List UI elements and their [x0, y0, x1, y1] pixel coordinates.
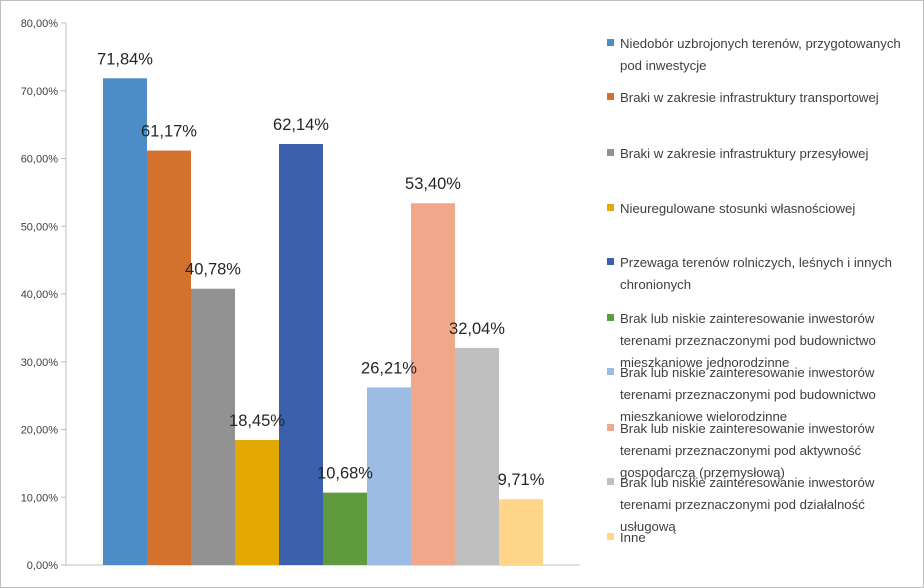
data-label-6: 10,68%	[317, 465, 373, 483]
legend-label: Braki w zakresie infrastruktury przesyło…	[620, 146, 869, 161]
legend-swatch	[607, 368, 614, 375]
legend-swatch	[607, 204, 614, 211]
legend-label: Braki w zakresie infrastruktury transpor…	[620, 90, 879, 105]
legend-label: Przewaga terenów rolniczych, leśnych i i…	[620, 255, 892, 292]
legend-swatch	[607, 93, 614, 100]
bar-7	[367, 387, 411, 565]
legend-label: Brak lub niskie zainteresowanie inwestor…	[620, 475, 875, 534]
data-label-9: 32,04%	[449, 320, 505, 338]
y-tick-label: 80,00%	[21, 18, 59, 30]
data-label-5: 62,14%	[273, 116, 329, 134]
legend-swatch	[607, 478, 614, 485]
data-label-4: 18,45%	[229, 412, 285, 430]
legend-swatch	[607, 533, 614, 540]
legend-label: Brak lub niskie zainteresowanie inwestor…	[620, 365, 876, 424]
bar-2	[147, 150, 191, 566]
legend-swatch	[607, 149, 614, 156]
bar-8	[411, 203, 455, 565]
bar-5	[279, 144, 323, 565]
bar-10	[499, 499, 543, 565]
data-labels: 71,84% 61,17% 40,78% 18,45% 62,14% 10,68% 26,2…	[97, 50, 545, 489]
legend-swatch	[607, 258, 614, 265]
y-tick-label: 0,00%	[27, 560, 58, 572]
data-label-10: 9,71%	[498, 471, 545, 489]
y-tick-label: 40,00%	[21, 289, 59, 301]
legend-label: Nieuregulowane stosunki własnościowej	[620, 201, 856, 216]
legend-label: Niedobór uzbrojonych terenów, przygotowa…	[620, 36, 901, 73]
legend-label: Brak lub niskie zainteresowanie inwestor…	[620, 421, 875, 480]
legend-swatch	[607, 314, 614, 321]
y-tick-label: 20,00%	[21, 425, 59, 437]
bar-9	[455, 347, 499, 565]
y-tick-label: 50,00%	[21, 221, 59, 233]
y-tick-label: 10,00%	[21, 492, 59, 504]
legend-label: Brak lub niskie zainteresowanie inwestor…	[620, 311, 876, 370]
data-label-3: 40,78%	[185, 261, 241, 279]
data-label-7: 26,21%	[361, 359, 417, 377]
bar-1	[103, 78, 147, 565]
bar-4	[235, 440, 279, 565]
y-tick-label: 60,00%	[21, 154, 59, 166]
data-label-1: 71,84%	[97, 50, 153, 68]
bars	[103, 78, 543, 566]
legend-label: Inne	[620, 530, 646, 545]
bar-3	[191, 288, 235, 565]
y-tick-label: 30,00%	[21, 357, 59, 369]
y-tick-label: 70,00%	[21, 86, 59, 98]
bar-6	[323, 492, 367, 565]
data-label-2: 61,17%	[141, 123, 197, 141]
legend-swatch	[607, 39, 614, 46]
legend-swatch	[607, 424, 614, 431]
data-label-8: 53,40%	[405, 175, 461, 193]
legend: Niedobór uzbrojonych terenów, przygotowa…	[600, 0, 920, 588]
